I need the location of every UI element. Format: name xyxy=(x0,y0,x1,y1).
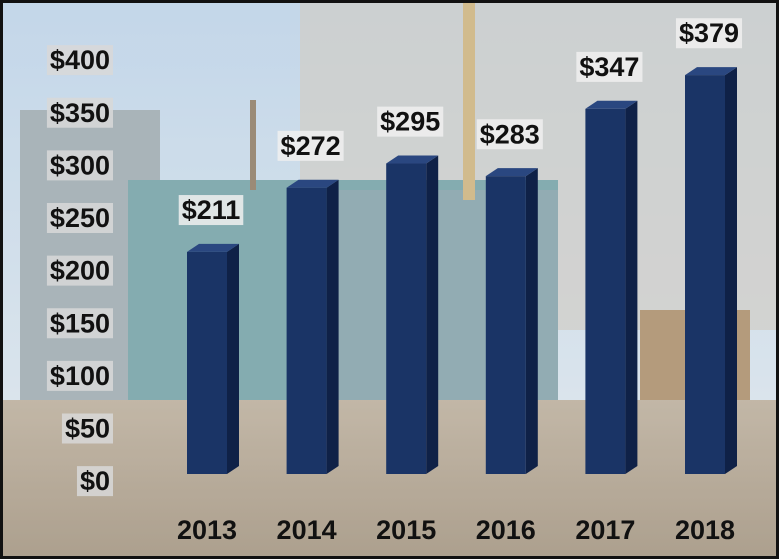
bar xyxy=(585,108,626,474)
value-label-bg xyxy=(675,18,743,49)
value-label-bg xyxy=(178,195,244,226)
bar-top xyxy=(386,155,439,164)
value-label-bg xyxy=(476,119,543,150)
bar-top xyxy=(685,67,737,76)
bar-top xyxy=(585,100,638,109)
y-tick-label-bg xyxy=(46,203,113,233)
y-tick-label-bg xyxy=(46,150,113,181)
y-tick-label: $0 xyxy=(80,466,110,496)
bar-side xyxy=(525,168,538,474)
x-tick-label: 2014 xyxy=(277,515,337,545)
y-tick-label-bg xyxy=(46,255,113,286)
y-tick-label-bg xyxy=(46,97,113,128)
bar xyxy=(485,176,526,474)
value-label: $295 xyxy=(380,107,440,137)
y-tick-label: $50 xyxy=(65,414,110,444)
y-tick-label: $150 xyxy=(50,308,110,338)
x-tick-label: 2018 xyxy=(675,515,735,545)
y-tick-label: $350 xyxy=(50,98,110,128)
y-tick-label-bg xyxy=(46,360,113,391)
bar xyxy=(685,75,725,474)
value-label: $211 xyxy=(182,195,241,225)
bar xyxy=(386,163,427,474)
bar xyxy=(286,187,327,474)
value-label: $272 xyxy=(281,131,341,161)
bar-top xyxy=(187,243,239,252)
value-label: $283 xyxy=(480,119,540,149)
value-label-bg xyxy=(576,51,643,82)
value-label: $379 xyxy=(679,18,739,48)
y-tick-label: $400 xyxy=(50,45,110,75)
y-tick-label: $250 xyxy=(50,203,110,233)
bar-side xyxy=(326,179,339,474)
x-tick-label: 2017 xyxy=(575,515,635,545)
x-tick-label: 2016 xyxy=(476,515,536,545)
bar-side xyxy=(725,67,737,474)
bar-side xyxy=(227,243,239,474)
bar-side xyxy=(426,155,439,474)
value-label: $347 xyxy=(579,52,639,82)
y-tick-label-bg xyxy=(61,413,113,444)
x-tick-label: 2013 xyxy=(177,515,237,545)
bar-top xyxy=(286,179,339,188)
y-tick-label-bg xyxy=(46,45,113,76)
y-tick-label: $200 xyxy=(50,256,110,286)
bar-side xyxy=(625,100,638,474)
bar xyxy=(187,251,227,474)
y-tick-label: $300 xyxy=(50,150,110,180)
value-label-bg xyxy=(377,106,444,137)
x-tick-label: 2015 xyxy=(376,515,436,545)
bar-top xyxy=(485,168,538,177)
y-tick-label: $100 xyxy=(50,361,110,391)
y-tick-label-bg xyxy=(76,466,113,497)
y-tick-label-bg xyxy=(46,308,113,339)
value-label-bg xyxy=(277,130,344,161)
